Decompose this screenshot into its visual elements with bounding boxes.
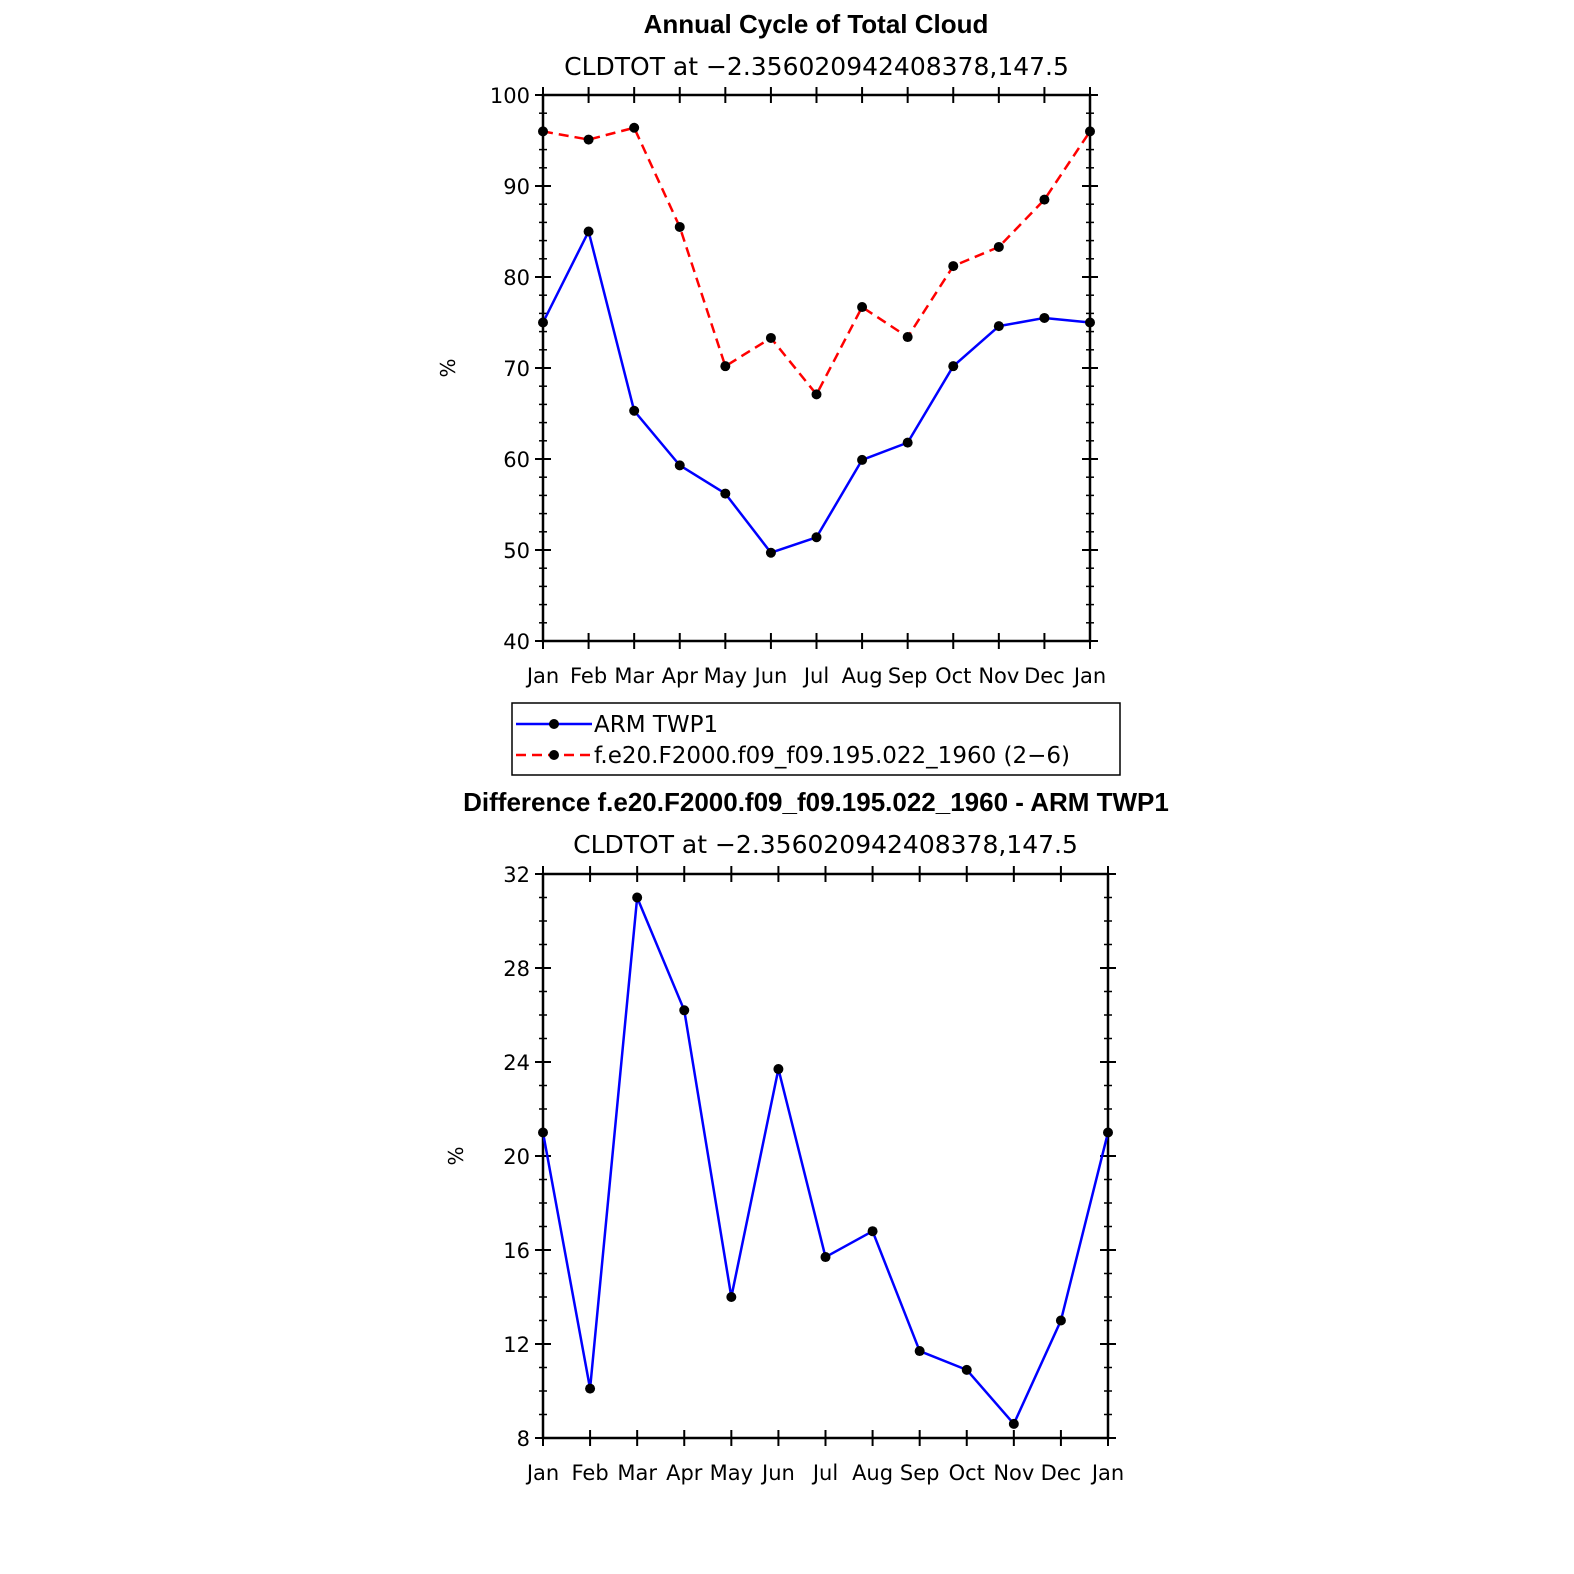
- x-tick-label: Nov: [993, 1461, 1034, 1485]
- x-tick-label: May: [704, 664, 747, 688]
- data-point: [629, 405, 640, 416]
- data-point: [538, 126, 548, 137]
- x-tick-label: Mar: [614, 664, 654, 688]
- data-point: [1085, 317, 1095, 328]
- y-tick-label: 60: [503, 448, 530, 472]
- x-tick-label: Aug: [842, 664, 883, 688]
- plot-frame: [541, 872, 1110, 1440]
- data-point: [1039, 194, 1050, 205]
- data-point: [720, 361, 731, 372]
- data-point: [857, 454, 868, 465]
- data-point: [993, 321, 1004, 332]
- x-tick-label: Jul: [802, 664, 829, 688]
- data-point: [765, 547, 776, 558]
- data-point: [629, 122, 640, 133]
- data-point: [902, 332, 913, 343]
- data-point: [538, 1127, 548, 1138]
- legend-label: f.e20.F2000.f09_f09.195.022_1960 (2−6): [594, 743, 1070, 769]
- chart-subtitle: CLDTOT at −2.356020942408378,147.5: [573, 830, 1078, 859]
- chart-title: Annual Cycle of Total Cloud: [644, 9, 989, 39]
- x-tick-label: Feb: [570, 664, 607, 688]
- x-tick-label: Sep: [888, 664, 928, 688]
- y-tick-label: 12: [503, 1333, 530, 1357]
- chart-difference: Difference f.e20.F2000.f09_f09.195.022_1…: [444, 787, 1169, 1485]
- legend-label: ARM TWP1: [594, 712, 718, 738]
- data-point: [765, 332, 776, 343]
- chart-title: Difference f.e20.F2000.f09_f09.195.022_1…: [463, 787, 1169, 817]
- x-tick-label: Dec: [1024, 664, 1065, 688]
- x-tick-label: Jan: [1072, 664, 1106, 688]
- series-line-0: [541, 896, 1110, 1426]
- data-point: [961, 1364, 972, 1375]
- data-point: [583, 226, 594, 237]
- legend-marker: [549, 719, 559, 729]
- series-line-1: [542, 126, 1092, 396]
- x-tick-label: Jan: [525, 664, 559, 688]
- data-point: [867, 1226, 878, 1237]
- y-tick-label: 90: [503, 175, 530, 199]
- data-point: [857, 302, 868, 313]
- legend-marker: [549, 750, 559, 760]
- y-axis-label: %: [444, 1146, 468, 1165]
- y-tick-label: 50: [503, 539, 530, 563]
- data-point: [674, 221, 685, 232]
- x-tick-label: Dec: [1041, 1461, 1082, 1485]
- x-tick-label: Jan: [1090, 1461, 1124, 1485]
- data-point: [948, 361, 959, 372]
- y-tick-label: 70: [503, 357, 530, 381]
- data-point: [1085, 126, 1095, 137]
- x-tick-label: Feb: [571, 1461, 608, 1485]
- chart-annual-cycle: Annual Cycle of Total Cloud CLDTOT at −2.…: [436, 9, 1121, 776]
- y-tick-label: 8: [517, 1427, 530, 1451]
- data-point: [914, 1346, 925, 1357]
- y-axis-label: %: [436, 358, 460, 377]
- data-point: [811, 532, 822, 543]
- x-tick-label: May: [710, 1461, 753, 1485]
- x-tick-label: Apr: [666, 1461, 703, 1485]
- data-point: [585, 1383, 596, 1394]
- x-tick-label: Oct: [935, 664, 971, 688]
- y-tick-label: 16: [503, 1239, 530, 1263]
- x-tick-label: Aug: [852, 1461, 893, 1485]
- data-point: [583, 134, 594, 145]
- y-tick-label: 32: [503, 863, 530, 887]
- x-tick-label: Jul: [811, 1461, 838, 1485]
- x-tick-label: Jan: [525, 1461, 559, 1485]
- x-tick-label: Jun: [753, 664, 788, 688]
- y-tick-label: 100: [490, 84, 530, 108]
- data-point: [538, 317, 548, 328]
- y-tick-label: 28: [503, 957, 530, 981]
- y-tick-label: 24: [503, 1051, 530, 1075]
- data-point: [632, 892, 643, 903]
- y-tick-label: 40: [503, 630, 530, 654]
- data-point: [674, 460, 685, 471]
- data-point: [1008, 1418, 1019, 1429]
- data-point: [773, 1064, 784, 1075]
- data-point: [993, 241, 1004, 252]
- data-point: [726, 1292, 737, 1302]
- data-point: [948, 261, 959, 272]
- x-tick-label: Jun: [760, 1461, 795, 1485]
- chart-subtitle: CLDTOT at −2.356020942408378,147.5: [564, 52, 1069, 81]
- y-tick-label: 80: [503, 266, 530, 290]
- legend-box: [511, 702, 1121, 776]
- data-point: [1103, 1127, 1113, 1138]
- plot-frame: [541, 93, 1092, 643]
- data-point: [820, 1252, 831, 1263]
- y-tick-label: 20: [503, 1145, 530, 1169]
- x-tick-label: Sep: [900, 1461, 940, 1485]
- x-tick-label: Mar: [617, 1461, 657, 1485]
- data-point: [811, 389, 822, 400]
- data-point: [902, 437, 913, 448]
- data-point: [679, 1005, 690, 1016]
- x-tick-label: Nov: [978, 664, 1019, 688]
- data-point: [720, 488, 731, 499]
- x-tick-label: Oct: [949, 1461, 985, 1485]
- data-point: [1055, 1315, 1066, 1326]
- data-point: [1039, 312, 1050, 323]
- x-tick-label: Apr: [662, 664, 699, 688]
